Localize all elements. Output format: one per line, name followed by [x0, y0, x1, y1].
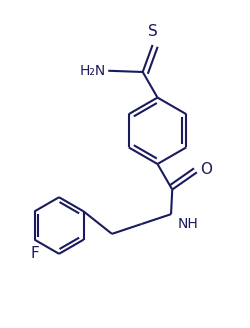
Text: NH: NH: [176, 216, 197, 231]
Text: O: O: [200, 162, 212, 177]
Text: H₂N: H₂N: [79, 64, 106, 78]
Text: F: F: [30, 246, 39, 261]
Text: S: S: [147, 24, 157, 39]
